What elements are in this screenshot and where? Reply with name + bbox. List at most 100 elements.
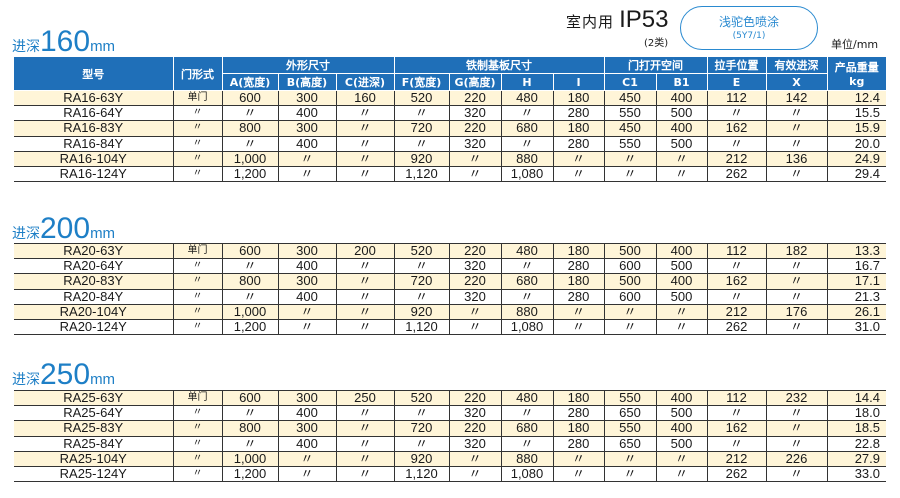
table-cell: 18.0 bbox=[826, 405, 886, 422]
col-a: A(宽度) bbox=[221, 73, 278, 91]
table-cell: 〃 bbox=[335, 420, 394, 437]
table-cell: 800 bbox=[221, 120, 278, 137]
table-cell: 320 bbox=[448, 136, 501, 152]
table-cell: 112 bbox=[706, 390, 766, 407]
table-cell: 500 bbox=[655, 136, 707, 152]
table-cell: 〃 bbox=[448, 466, 501, 483]
table-cell: 600 bbox=[603, 258, 656, 275]
table-cell: RA16-83Y bbox=[14, 120, 173, 137]
spec-table-250: RA25-63Y 单门 600 300 250 520 220 480 180 550 400 112… bbox=[14, 390, 886, 483]
table-cell: 400 bbox=[277, 105, 336, 122]
table-cell: 20.0 bbox=[826, 136, 886, 152]
table-cell: 〃 bbox=[603, 451, 656, 467]
table-cell: 680 bbox=[500, 420, 553, 437]
table-cell: 262 bbox=[706, 166, 766, 183]
table-cell: 〃 bbox=[172, 273, 222, 290]
table-cell: 1,080 bbox=[500, 319, 553, 336]
col-c: C(进深) bbox=[335, 73, 394, 91]
depth-prefix: 进深 bbox=[12, 372, 40, 388]
table-cell: 〃 bbox=[172, 466, 222, 483]
table-cell: RA25-83Y bbox=[14, 420, 173, 437]
table-row: RA25-104Y 〃 1,000 〃〃 920 〃 880 〃〃〃 212 226 27.9 bbox=[14, 451, 886, 467]
table-cell: 12.4 bbox=[826, 90, 886, 107]
table-cell: 800 bbox=[221, 420, 278, 437]
table-cell: 〃 bbox=[500, 405, 553, 422]
table-cell: 400 bbox=[277, 436, 336, 452]
table-cell: 880 bbox=[500, 304, 553, 320]
table-cell: 400 bbox=[655, 390, 707, 407]
table-cell: 〃 bbox=[500, 136, 553, 152]
table-cell: 920 bbox=[393, 451, 449, 467]
table-row: RA16-63Y 单门 600 300 160 520 220 480 180 450 400 112… bbox=[14, 90, 886, 107]
table-cell: 〃 bbox=[335, 166, 394, 183]
table-cell: 〃 bbox=[500, 289, 553, 305]
table-row: RA16-83Y 〃 800 300 〃 720 220 680 180 450 400 162 〃 15… bbox=[14, 120, 886, 137]
paint-badge: 浅驼色喷涂 (5Y7/1) bbox=[680, 6, 818, 50]
table-cell: 〃 bbox=[655, 466, 707, 483]
table-cell: 280 bbox=[552, 405, 604, 422]
table-cell: 〃 bbox=[500, 436, 553, 452]
table-cell: 280 bbox=[552, 289, 604, 305]
table-cell: 400 bbox=[277, 258, 336, 275]
table-cell: 450 bbox=[603, 90, 656, 107]
table-cell: 〃 bbox=[655, 304, 707, 320]
table-cell: 〃 bbox=[448, 451, 501, 467]
table-cell: 162 bbox=[706, 273, 766, 290]
table-row: RA20-83Y 〃 800 300 〃 720 220 680 180 500 400 162 〃 17… bbox=[14, 273, 886, 290]
table-cell: 13.3 bbox=[826, 243, 886, 260]
table-cell: 29.4 bbox=[826, 166, 886, 183]
table-cell: 182 bbox=[765, 243, 827, 260]
table-cell: 320 bbox=[448, 405, 501, 422]
table-cell: 〃 bbox=[221, 405, 278, 422]
col-i: I bbox=[552, 73, 604, 91]
table-cell: RA16-104Y bbox=[14, 151, 173, 167]
table-cell: 〃 bbox=[765, 289, 827, 305]
table-cell: 1,000 bbox=[221, 151, 278, 167]
table-cell: 500 bbox=[655, 405, 707, 422]
table-cell: 500 bbox=[603, 273, 656, 290]
table-cell: 〃 bbox=[393, 136, 449, 152]
table-cell: 〃 bbox=[552, 319, 604, 336]
depth-unit: mm bbox=[90, 371, 116, 388]
table-cell: RA25-63Y bbox=[14, 390, 173, 407]
table-cell: 〃 bbox=[765, 120, 827, 137]
table-cell: 〃 bbox=[277, 466, 336, 483]
table-cell: 500 bbox=[655, 436, 707, 452]
table-cell: 280 bbox=[552, 136, 604, 152]
table-cell: 〃 bbox=[448, 319, 501, 336]
table-cell: RA16-84Y bbox=[14, 136, 173, 152]
col-handle: 拉手位置 bbox=[706, 57, 766, 74]
table-row: RA20-104Y 〃 1,000 〃〃 920 〃 880 〃〃〃 212 176 26.1 bbox=[14, 304, 886, 320]
table-cell: 〃 bbox=[277, 166, 336, 183]
unit-label: 单位/mm bbox=[831, 38, 879, 51]
table-cell: RA20-84Y bbox=[14, 289, 173, 305]
table-cell: 〃 bbox=[335, 319, 394, 336]
table-cell: 550 bbox=[603, 136, 656, 152]
table-cell: 〃 bbox=[335, 136, 394, 152]
table-row: RA20-124Y 〃 1,200 〃〃 1,120 〃 1,080 〃〃〃 262 〃 31.0 bbox=[14, 319, 886, 336]
table-cell: 单门 bbox=[172, 390, 222, 407]
table-cell: 〃 bbox=[277, 151, 336, 167]
table-cell: 〃 bbox=[655, 151, 707, 167]
table-cell: 〃 bbox=[335, 273, 394, 290]
depth-value: 160 bbox=[40, 25, 91, 58]
spec-table-160: 型号 门形式 外形尺寸 铁制基板尺寸 门打开空间 拉手位置 有效进深 产品重量 … bbox=[14, 57, 886, 183]
table-cell: 550 bbox=[603, 420, 656, 437]
table-cell: 300 bbox=[277, 90, 336, 107]
depth-prefix: 进深 bbox=[12, 39, 40, 55]
depth-heading-250: 进深250mm bbox=[12, 358, 115, 392]
col-outer: 外形尺寸 bbox=[221, 57, 394, 74]
table-cell: 〃 bbox=[765, 405, 827, 422]
table-cell: 262 bbox=[706, 466, 766, 483]
table-cell: 〃 bbox=[335, 304, 394, 320]
table-cell: 220 bbox=[448, 420, 501, 437]
table-cell: 〃 bbox=[172, 105, 222, 122]
table-cell: 112 bbox=[706, 90, 766, 107]
indoor-label: 室内用 bbox=[566, 13, 615, 31]
depth-unit: mm bbox=[90, 225, 116, 242]
table-cell: 单门 bbox=[172, 90, 222, 107]
table-cell: 14.4 bbox=[826, 390, 886, 407]
table-cell: 136 bbox=[765, 151, 827, 167]
col-g: G(高度) bbox=[448, 73, 501, 91]
table-cell: 212 bbox=[706, 151, 766, 167]
